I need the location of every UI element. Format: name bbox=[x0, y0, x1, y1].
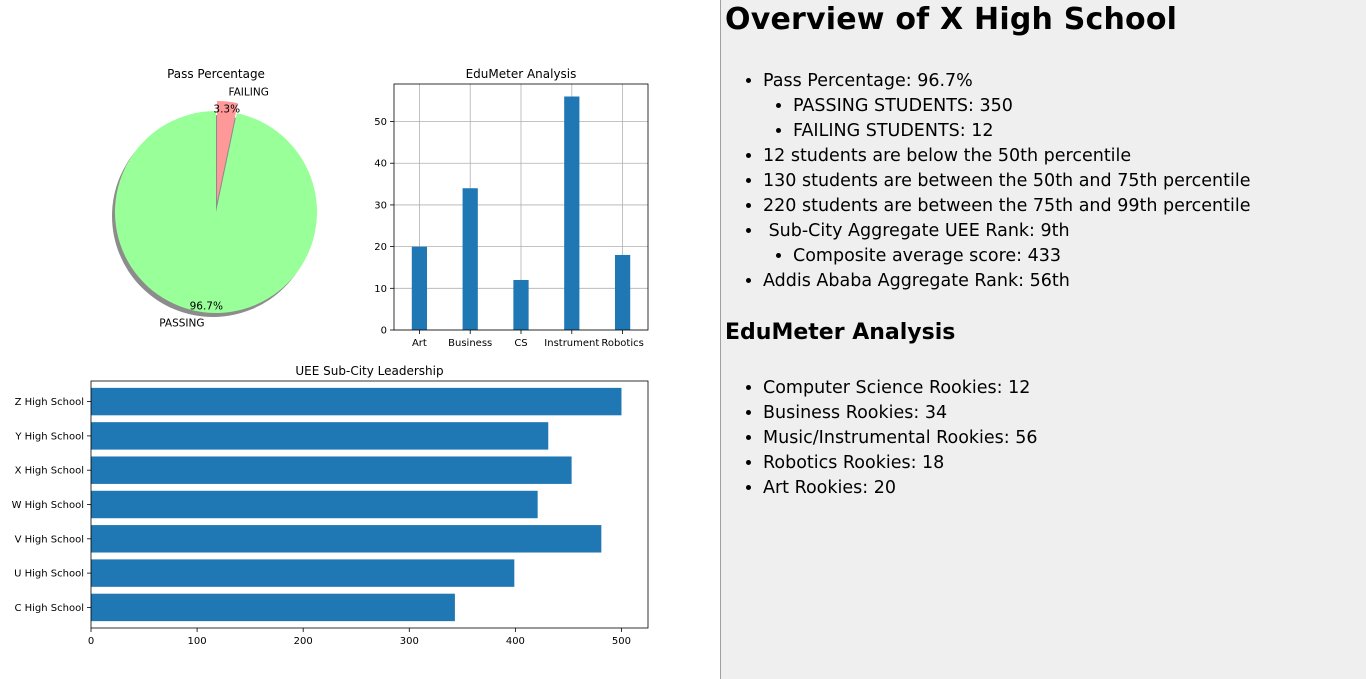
pie-value-label: 3.3% bbox=[213, 104, 240, 116]
uee-leadership-hbar-chart: UEE Sub-City Leadership Z High School Y Hi… bbox=[12, 364, 649, 647]
edumeter-list: Computer Science Rookies: 12 Business Ro… bbox=[721, 376, 1366, 501]
bar-art bbox=[411, 246, 428, 330]
pane-divider[interactable] bbox=[720, 0, 721, 679]
y-tick-label: 50 bbox=[374, 117, 387, 128]
list-item: Addis Ababa Aggregate Rank: 56th bbox=[763, 269, 1366, 294]
edumeter-bar-chart: EduMeter Analysis 0 10 20 30 40 50 Art Business C… bbox=[374, 67, 649, 349]
list-item: Business Rookies: 34 bbox=[763, 401, 1366, 426]
hbar-z bbox=[91, 387, 622, 416]
pass-breakdown-list: PASSING STUDENTS: 350 FAILING STUDENTS: … bbox=[763, 94, 1366, 144]
page-title: Overview of X High School bbox=[725, 2, 1178, 37]
list-item: PASSING STUDENTS: 350 bbox=[793, 94, 1366, 119]
chart-title: Pass Percentage bbox=[167, 67, 265, 81]
plot-frame bbox=[90, 380, 649, 629]
x-tick-label: 500 bbox=[612, 636, 631, 647]
x-tick-label: CS bbox=[514, 338, 527, 349]
y-tick-label: 20 bbox=[374, 242, 387, 253]
list-item: Music/Instrumental Rookies: 56 bbox=[763, 426, 1366, 451]
pie-value-label: 96.7% bbox=[190, 300, 223, 312]
list-item: Computer Science Rookies: 12 bbox=[763, 376, 1366, 401]
x-tick-label: Art bbox=[412, 338, 427, 349]
hbar-x bbox=[91, 456, 572, 484]
list-item: FAILING STUDENTS: 12 bbox=[793, 119, 1366, 144]
bar-business bbox=[462, 188, 478, 330]
subcity-detail-list: Composite average score: 433 bbox=[763, 244, 1366, 269]
list-item: Composite average score: 433 bbox=[793, 244, 1366, 269]
pie-slice-failing bbox=[217, 101, 238, 203]
y-tick-label: Y High School bbox=[14, 431, 84, 442]
y-tick-label: Z High School bbox=[15, 397, 84, 408]
charts-pane: Pass Percentage PASSING 96.7% FAILING 3.3% E… bbox=[11, 67, 649, 647]
chart-title: UEE Sub-City Leadership bbox=[295, 364, 443, 378]
edumeter-section-title: EduMeter Analysis bbox=[725, 320, 956, 345]
list-item: Art Rookies: 20 bbox=[763, 476, 1366, 501]
hbar-v bbox=[91, 525, 602, 553]
pie-label: PASSING bbox=[159, 318, 204, 330]
hbar-u bbox=[91, 559, 515, 587]
x-tick-label: Robotics bbox=[601, 338, 644, 349]
x-tick-label: 400 bbox=[506, 636, 525, 647]
x-tick-label: 0 bbox=[88, 636, 94, 647]
x-tick-label: 200 bbox=[294, 636, 313, 647]
bar-cs bbox=[513, 279, 529, 330]
list-item: Robotics Rookies: 18 bbox=[763, 451, 1366, 476]
pass-percentage-pie-chart: Pass Percentage PASSING 96.7% FAILING 3.3% bbox=[112, 67, 317, 330]
y-tick-label: 0 bbox=[381, 326, 387, 337]
nested-list-container: PASSING STUDENTS: 350 FAILING STUDENTS: … bbox=[763, 94, 1366, 144]
y-tick-label: 40 bbox=[374, 159, 387, 170]
x-tick-label: Business bbox=[448, 338, 492, 349]
nested-list-container: Composite average score: 433 bbox=[763, 244, 1366, 269]
bar-robotics bbox=[614, 254, 631, 330]
y-tick-label: C High School bbox=[14, 603, 84, 614]
hbar-y bbox=[91, 422, 549, 450]
pie-slice-passing bbox=[114, 110, 317, 314]
hbar-c bbox=[91, 593, 455, 622]
list-item: Sub-City Aggregate UEE Rank: 9th bbox=[763, 219, 1366, 244]
y-tick-label: V High School bbox=[15, 534, 84, 545]
hbar-w bbox=[91, 490, 538, 519]
x-tick-label: 100 bbox=[188, 636, 207, 647]
list-item: 12 students are below the 50th percentil… bbox=[763, 144, 1366, 169]
list-item: 220 students are between the 75th and 99… bbox=[763, 194, 1366, 219]
overview-list: Pass Percentage: 96.7% PASSING STUDENTS:… bbox=[721, 69, 1366, 294]
summary-panel: Overview of X High School Pass Percentag… bbox=[721, 0, 1366, 679]
y-tick-label: U High School bbox=[14, 569, 84, 580]
x-tick-label: 300 bbox=[400, 636, 419, 647]
y-tick-label: X High School bbox=[15, 466, 84, 477]
pie-label: FAILING bbox=[229, 87, 269, 99]
bar-instrument bbox=[564, 96, 580, 330]
y-tick-label: 30 bbox=[374, 200, 387, 211]
list-item: Pass Percentage: 96.7% bbox=[763, 69, 1366, 94]
y-tick-label: 10 bbox=[374, 284, 387, 295]
y-tick-label: W High School bbox=[12, 500, 84, 511]
chart-title: EduMeter Analysis bbox=[466, 67, 577, 81]
list-item: 130 students are between the 50th and 75… bbox=[763, 169, 1366, 194]
x-tick-label: Instrument bbox=[544, 338, 599, 349]
